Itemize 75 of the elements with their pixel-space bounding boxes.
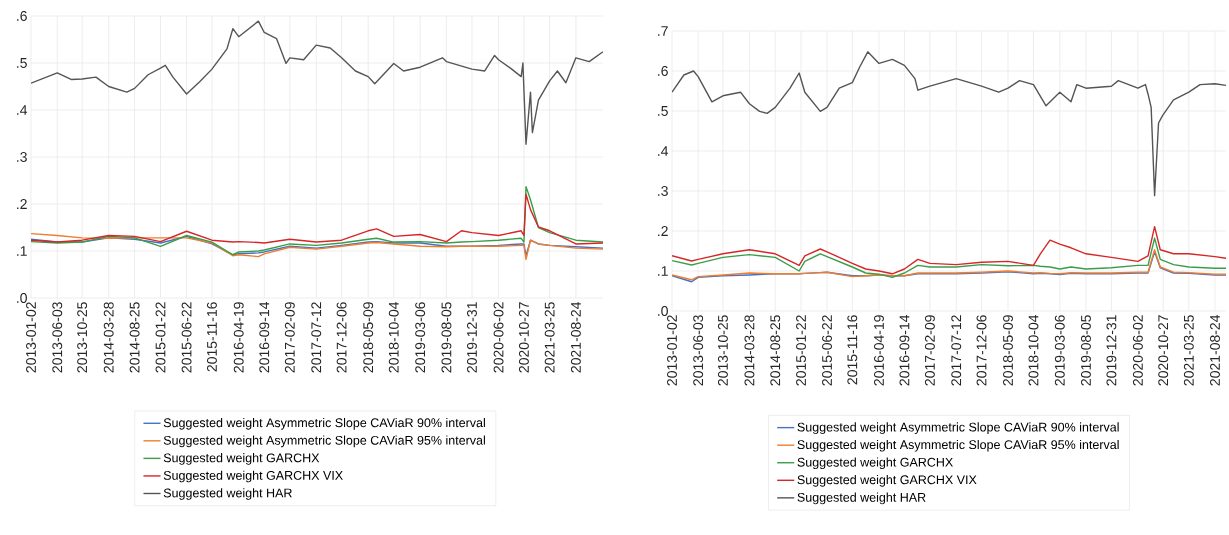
- y-tick-label: .2: [17, 199, 27, 209]
- x-tick-label: 2015-01-22: [796, 315, 806, 386]
- x-tick-label: 2016-09-14: [259, 301, 270, 373]
- x-tick-label: 2018-10-04: [1028, 314, 1039, 386]
- y-tick-label: .0: [658, 306, 668, 316]
- x-tick-label: 2021-03-25: [544, 302, 555, 373]
- y-tick-label: .5: [658, 106, 668, 116]
- x-tick-label: 2018-05-09: [363, 302, 374, 373]
- line-series: [31, 193, 604, 245]
- x-tick-label: 2013-10-25: [77, 302, 88, 373]
- x-tick-label: 2014-08-25: [129, 302, 140, 373]
- x-tick-label: 2019-03-06: [1054, 315, 1065, 386]
- x-tick-label: 2015-06-22: [181, 302, 192, 373]
- y-tick-label: .5: [17, 58, 27, 68]
- y-tick-label: .1: [658, 266, 668, 276]
- x-tick-label: 2021-03-25: [1183, 315, 1194, 386]
- x-tick-label: 2021-08-24: [1210, 314, 1220, 386]
- line-series: [672, 225, 1226, 275]
- x-tick-label: 2017-07-12: [951, 315, 962, 386]
- x-tick-label: 2016-04-19: [874, 315, 884, 386]
- x-tick-label: 2013-01-02: [26, 302, 36, 373]
- line-series: [31, 20, 604, 146]
- legend-label: Suggested weight HAR: [797, 492, 926, 505]
- x-tick-label: 2015-11-16: [206, 302, 217, 372]
- x-tick-label: 2013-06-03: [52, 302, 63, 373]
- legend-label: Suggested weight HAR: [163, 488, 292, 500]
- y-tick-label: .6: [658, 66, 668, 76]
- x-tick-label: 2017-02-09: [284, 302, 295, 373]
- x-tick-label: 2017-07-12: [311, 302, 322, 373]
- x-tick-label: 2016-09-14: [899, 314, 910, 386]
- legend-label: Suggested weight GARCHX VIX: [163, 470, 343, 483]
- line-series: [672, 51, 1226, 197]
- x-tick-label: 2020-06-02: [1132, 315, 1143, 386]
- y-tick-label: .3: [17, 152, 27, 162]
- y-tick-label: .0: [17, 293, 27, 303]
- x-tick-label: 2018-05-09: [1003, 315, 1013, 386]
- x-tick-label: 2016-04-19: [233, 302, 244, 373]
- y-tick-label: .4: [658, 146, 669, 156]
- x-tick-label: 2018-10-04: [388, 301, 399, 373]
- legend-label: Suggested weight Asymmetric Slope CAViaR 90% interval: [163, 417, 485, 430]
- legend-label: Suggested weight Asymmetric Slope CAViaR 95% interval: [163, 435, 485, 448]
- x-tick-label: 2020-06-02: [493, 302, 504, 373]
- y-tick-label: .4: [17, 105, 28, 115]
- x-tick-label: 2019-08-05: [1080, 315, 1091, 386]
- legend-label: Suggested weight GARCHX: [163, 453, 320, 465]
- x-tick-label: 2019-12-31: [467, 302, 477, 373]
- y-tick-label: .6: [17, 11, 27, 21]
- x-tick-label: 2014-03-28: [103, 302, 114, 373]
- x-tick-label: 2017-02-09: [924, 315, 935, 386]
- x-tick-label: 2019-08-05: [441, 302, 452, 373]
- x-tick-label: 2015-11-16: [847, 315, 858, 385]
- x-tick-label: 2015-01-22: [155, 302, 166, 373]
- x-tick-label: 2020-10-27: [1158, 315, 1169, 386]
- x-tick-label: 2019-03-06: [415, 302, 426, 373]
- y-tick-label: .7: [658, 26, 668, 36]
- legend-label: Suggested weight Asymmetric Slope CAViaR 90% interval: [797, 422, 1119, 434]
- y-tick-label: .1: [17, 246, 27, 256]
- x-tick-label: 2017-12-06: [336, 302, 347, 373]
- legend-label: Suggested weight Asymmetric Slope CAViaR 95% interval: [797, 439, 1119, 452]
- x-tick-label: 2017-12-06: [976, 315, 987, 386]
- x-tick-label: 2013-10-25: [717, 315, 728, 386]
- y-tick-label: .3: [658, 186, 668, 196]
- line-series: [672, 237, 1226, 279]
- x-tick-label: 2015-06-22: [822, 315, 832, 386]
- x-tick-label: 2021-08-24: [570, 301, 581, 373]
- x-tick-label: 2013-01-02: [667, 315, 677, 386]
- x-tick-label: 2014-08-25: [770, 315, 781, 386]
- x-tick-label: 2019-12-31: [1106, 315, 1117, 386]
- x-tick-label: 2013-06-03: [693, 315, 704, 386]
- line-series: [31, 185, 604, 256]
- y-tick-label: .2: [658, 226, 668, 236]
- x-tick-label: 2014-03-28: [744, 315, 755, 386]
- x-tick-label: 2020-10-27: [518, 302, 529, 373]
- legend-label: Suggested weight GARCHX VIX: [797, 475, 977, 487]
- legend-label: Suggested weight GARCHX: [797, 457, 953, 470]
